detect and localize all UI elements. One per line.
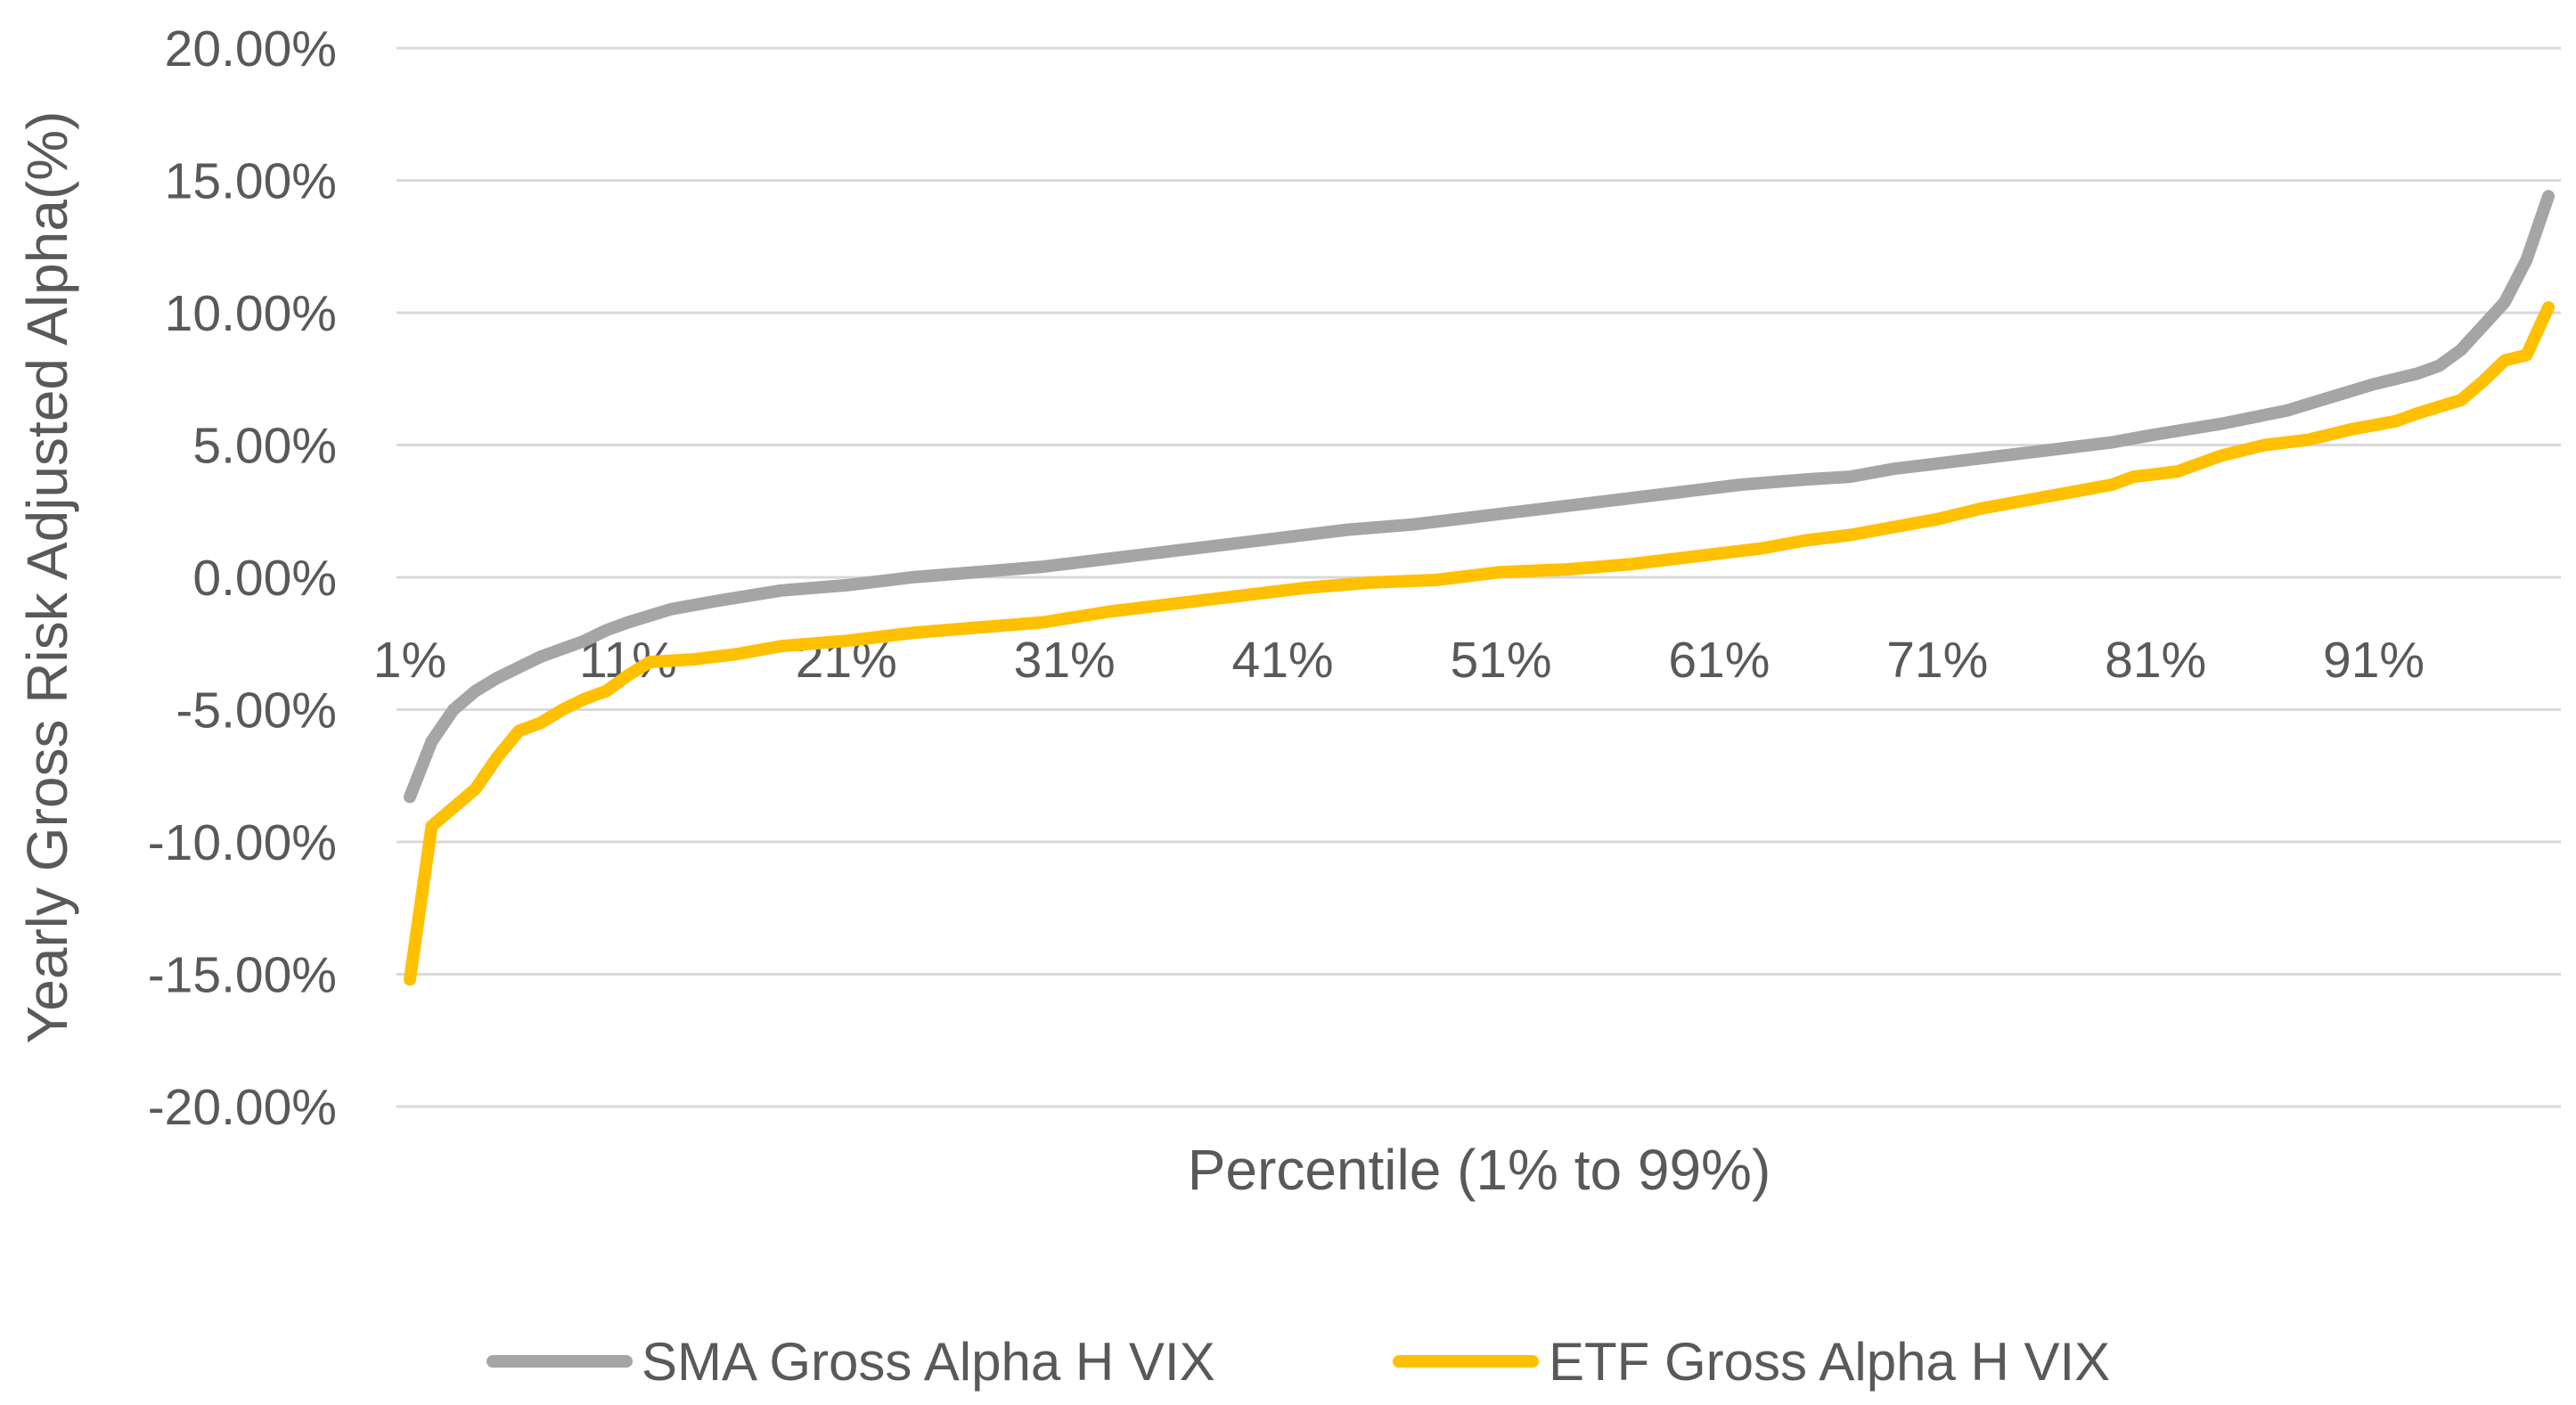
y-tick-label: -20.00% <box>148 1079 337 1136</box>
y-axis-title: Yearly Gross Risk Adjusted Alpha(%) <box>15 111 79 1044</box>
x-tick-label: 51% <box>1450 632 1551 689</box>
legend-label-sma: SMA Gross Alpha H VIX <box>642 1332 1215 1392</box>
y-tick-label: 20.00% <box>165 20 337 78</box>
series-line-sma <box>404 190 2555 804</box>
legend-label-etf: ETF Gross Alpha H VIX <box>1549 1332 2110 1392</box>
x-tick-label: 31% <box>1014 632 1116 689</box>
y-tick-label: 10.00% <box>165 285 337 342</box>
x-tick-label: 1% <box>373 632 446 689</box>
x-tick-label: 41% <box>1232 632 1334 689</box>
series-lines <box>404 190 2555 986</box>
series-line-etf <box>404 301 2555 986</box>
y-tick-label: 0.00% <box>192 550 337 607</box>
y-tick-label: -10.00% <box>148 814 337 871</box>
legend: SMA Gross Alpha H VIX ETF Gross Alpha H … <box>487 1332 2110 1392</box>
x-tick-label: 81% <box>2105 632 2206 689</box>
x-tick-label: 61% <box>1668 632 1770 689</box>
y-tick-label: -15.00% <box>148 947 337 1004</box>
y-tick-label: -5.00% <box>176 682 337 739</box>
y-tick-label: 5.00% <box>192 418 337 475</box>
y-axis-tick-labels: 20.00% 15.00% 10.00% 5.00% 0.00% -5.00% -10.00… <box>148 20 337 1136</box>
x-tick-label: 71% <box>1886 632 1988 689</box>
x-axis-title: Percentile (1% to 99%) <box>1188 1138 1771 1202</box>
x-tick-label: 91% <box>2323 632 2425 689</box>
y-tick-label: 15.00% <box>165 153 337 210</box>
